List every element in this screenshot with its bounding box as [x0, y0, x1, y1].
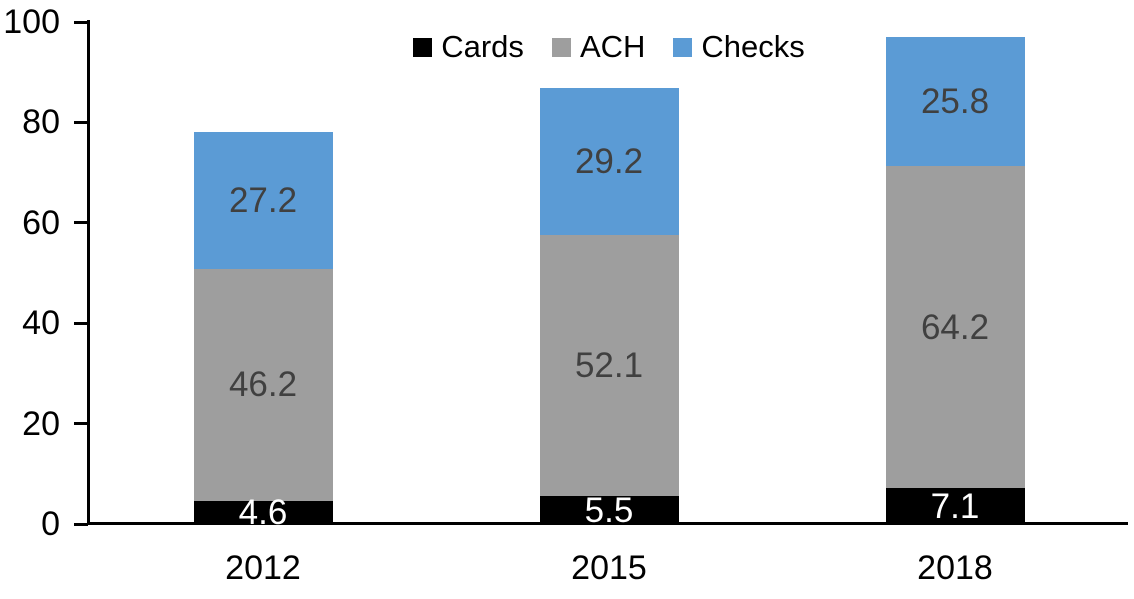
y-axis-line	[87, 20, 90, 525]
data-label-checks-2018: 25.8	[920, 81, 990, 121]
category-label-2012: 2012	[225, 549, 301, 587]
bar-segment-cards-2012: 4.6	[193, 495, 333, 530]
legend-swatch-checks	[673, 37, 693, 57]
y-tick-label: 0	[41, 505, 60, 543]
y-tick-mark	[74, 221, 88, 225]
bar-2018: 25.8 64.2 7.1	[885, 36, 1025, 526]
data-label-ach-2012: 46.2	[228, 365, 298, 405]
y-tick-mark	[74, 321, 88, 325]
legend-item-cards: Cards	[413, 30, 524, 64]
bar-segment-checks-2012: 27.2	[193, 132, 333, 269]
data-label-checks-2015: 29.2	[574, 142, 644, 182]
legend-swatch-cards	[413, 37, 433, 57]
data-label-cards-2012: 4.6	[238, 492, 288, 532]
legend-label-checks: Checks	[701, 29, 805, 64]
data-label-ach-2018: 64.2	[920, 307, 990, 347]
bar-segment-ach-2015: 52.1	[539, 234, 679, 497]
category-label-2015: 2015	[571, 549, 647, 587]
y-tick-mark	[74, 522, 88, 526]
bar-segment-ach-2018: 64.2	[885, 166, 1025, 489]
data-label-cards-2015: 5.5	[584, 490, 634, 530]
y-tick-label: 40	[22, 304, 60, 343]
legend-item-checks: Checks	[673, 29, 805, 64]
legend-label-ach: ACH	[579, 29, 646, 64]
y-tick-label: 80	[22, 103, 60, 142]
chart-legend: Cards ACH Checks	[90, 30, 1128, 64]
bar-2015: 29.2 52.1 5.5	[539, 88, 679, 528]
legend-label-cards: Cards	[441, 29, 524, 64]
category-label-2018: 2018	[917, 549, 993, 587]
bar-2012: 27.2 46.2 4.6	[193, 132, 333, 530]
bar-segment-cards-2015: 5.5	[539, 493, 679, 528]
data-label-cards-2018: 7.1	[930, 486, 980, 526]
data-label-ach-2015: 52.1	[574, 346, 644, 386]
bar-segment-cards-2018: 7.1	[885, 486, 1025, 526]
bar-segment-checks-2018: 25.8	[885, 36, 1025, 167]
y-tick-label: 20	[22, 404, 60, 443]
data-label-checks-2012: 27.2	[228, 181, 298, 221]
y-tick-label: 100	[3, 3, 60, 41]
bar-segment-checks-2015: 29.2	[539, 88, 679, 235]
y-tick-mark	[74, 120, 88, 124]
y-tick-mark	[74, 422, 88, 426]
y-tick-mark	[74, 20, 88, 24]
legend-swatch-ach	[551, 37, 571, 57]
bar-segment-ach-2012: 46.2	[193, 268, 333, 501]
y-tick-label: 60	[22, 203, 60, 242]
legend-item-ach: ACH	[551, 29, 646, 64]
